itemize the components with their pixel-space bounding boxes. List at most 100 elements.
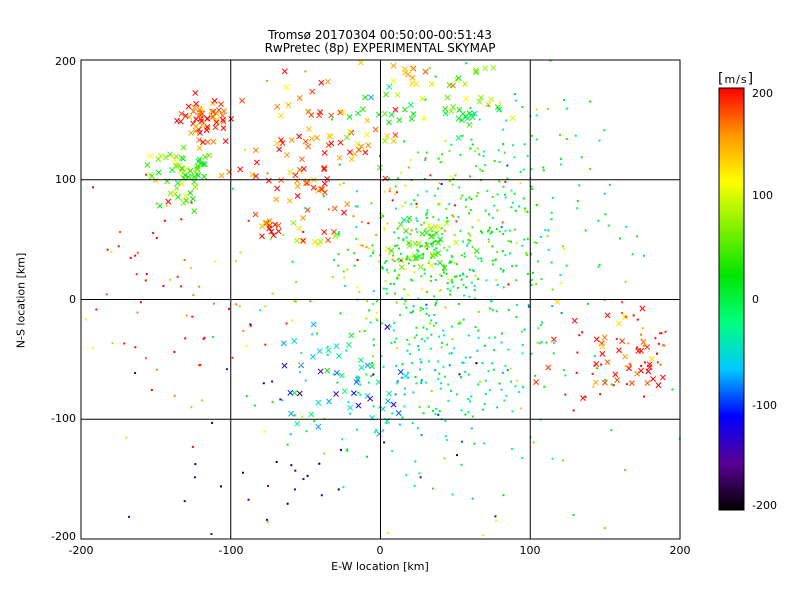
- data-point-dot: [411, 279, 414, 282]
- data-point-dot: [136, 251, 139, 254]
- data-point-dot: [446, 343, 449, 346]
- data-point-dot: [419, 306, 422, 309]
- data-point-cross: [296, 133, 303, 140]
- data-point-dot: [247, 498, 250, 501]
- data-point-dot: [393, 321, 396, 324]
- data-point-dot: [655, 352, 658, 355]
- data-point-dot: [539, 342, 542, 345]
- data-point-dot: [455, 275, 458, 278]
- data-point-dot: [542, 169, 545, 172]
- data-point-cross: [350, 390, 357, 397]
- data-point-dot: [452, 285, 455, 288]
- data-point-dot: [589, 100, 592, 103]
- data-point-dot: [468, 196, 471, 199]
- data-point-cross: [337, 139, 344, 146]
- data-point-dot: [513, 192, 516, 195]
- data-point-cross: [485, 101, 492, 108]
- data-point-dot: [371, 355, 374, 358]
- data-point-dot: [468, 295, 471, 298]
- data-point-dot: [378, 406, 381, 409]
- data-point-cross: [220, 116, 227, 123]
- data-point-dot: [385, 260, 388, 263]
- data-point-cross: [436, 259, 443, 266]
- data-point-dot: [467, 411, 470, 414]
- data-point-dot: [433, 248, 436, 251]
- data-point-dot: [405, 236, 408, 239]
- data-point-dot: [414, 258, 417, 261]
- data-point-dot: [420, 434, 423, 437]
- data-point-dot: [406, 338, 409, 341]
- data-point-dot: [430, 230, 433, 233]
- data-point-dot: [417, 345, 420, 348]
- data-point-cross: [173, 153, 180, 160]
- data-point-cross: [218, 101, 224, 108]
- data-point-dot: [431, 245, 434, 248]
- data-point-dot: [397, 236, 400, 239]
- data-point-dot: [338, 231, 341, 234]
- data-point-dot: [500, 341, 503, 344]
- data-point-cross: [200, 161, 207, 168]
- data-point-dot: [578, 334, 581, 337]
- data-point-dot: [521, 352, 524, 355]
- data-point-cross: [335, 353, 342, 359]
- data-point-cross: [409, 74, 416, 81]
- data-point-cross: [455, 115, 462, 122]
- data-point-dot: [545, 341, 548, 344]
- data-point-dot: [471, 143, 474, 146]
- data-point-dot: [628, 362, 631, 365]
- data-point-cross: [308, 135, 315, 142]
- data-point-dot: [487, 104, 490, 107]
- data-point-cross: [392, 106, 399, 113]
- data-point-dot: [391, 412, 394, 415]
- data-point-dot: [632, 314, 635, 317]
- data-point-dot: [494, 336, 497, 339]
- colorbar-tick-label: -100: [752, 399, 777, 412]
- data-point-dot: [641, 327, 644, 330]
- data-point-dot: [552, 352, 555, 355]
- data-point-cross: [404, 71, 411, 78]
- data-point-dot: [398, 247, 401, 250]
- data-point-dot: [624, 365, 627, 368]
- data-point-cross: [358, 143, 365, 150]
- data-point-dot: [430, 275, 433, 278]
- data-point-dot: [393, 231, 396, 234]
- data-point-cross: [379, 405, 386, 412]
- data-point-cross: [533, 379, 540, 386]
- data-point-dot: [424, 178, 427, 181]
- data-point-dot: [394, 245, 397, 248]
- data-point-dot: [439, 161, 442, 164]
- data-point-cross: [308, 411, 315, 418]
- data-point-dot: [423, 268, 426, 271]
- data-point-dot: [442, 268, 445, 271]
- data-point-cross: [346, 113, 353, 120]
- data-point-dot: [522, 386, 525, 389]
- data-point-cross: [252, 211, 259, 218]
- data-point-dot: [473, 442, 476, 445]
- data-point-dot: [405, 258, 408, 261]
- data-point-dot: [469, 209, 472, 212]
- data-point-dot: [486, 189, 489, 192]
- data-point-dot: [523, 143, 526, 146]
- data-point-dot: [535, 203, 538, 206]
- data-point-cross: [280, 340, 287, 347]
- data-point-dot: [84, 318, 87, 321]
- data-point-dot: [381, 215, 384, 218]
- data-point-dot: [404, 300, 407, 303]
- data-point-cross: [272, 221, 279, 228]
- data-point-dot: [382, 365, 385, 368]
- data-point-dot: [404, 387, 407, 390]
- data-point-cross: [364, 362, 371, 369]
- data-point-cross: [644, 380, 651, 387]
- data-point-dot: [470, 427, 473, 430]
- data-point-cross: [319, 186, 326, 193]
- data-point-dot: [212, 302, 215, 305]
- data-point-dot: [523, 328, 526, 331]
- data-point-dot: [344, 284, 347, 287]
- data-point-dot: [396, 244, 399, 247]
- data-point-dot: [478, 153, 481, 156]
- data-point-cross: [384, 132, 391, 139]
- data-point-dot: [550, 211, 553, 214]
- data-point-cross: [324, 367, 331, 374]
- data-point-dot: [535, 283, 538, 286]
- data-point-dot: [357, 391, 360, 394]
